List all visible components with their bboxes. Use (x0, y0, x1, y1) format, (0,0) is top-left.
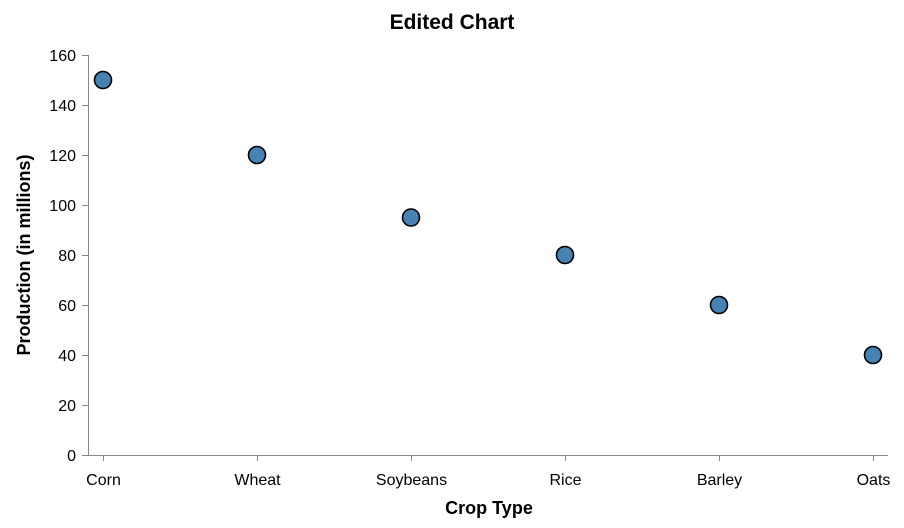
y-tick-label: 80 (58, 248, 76, 265)
y-tick-label: 0 (67, 448, 76, 465)
data-point (401, 208, 421, 227)
y-tick-label: 40 (58, 348, 76, 365)
y-tick-label: 100 (49, 198, 76, 215)
x-axis: Corn Wheat Soybeans Rice Barley Oats (86, 455, 890, 489)
y-axis-title: Production (in millions) (14, 155, 34, 356)
x-tick-label: Oats (857, 472, 891, 489)
y-tick-label: 160 (49, 48, 76, 65)
y-axis: 0 20 40 60 80 100 120 140 160 (49, 48, 89, 465)
data-point (93, 70, 113, 90)
x-tick-label: Soybeans (376, 472, 447, 489)
x-tick-label: Rice (549, 472, 581, 489)
x-axis-title: Crop Type (445, 498, 533, 518)
y-tick-label: 20 (58, 398, 76, 415)
y-tick-label: 60 (58, 298, 76, 315)
data-point (709, 295, 729, 315)
chart-title: Edited Chart (390, 11, 515, 34)
y-tick-label: 140 (49, 98, 76, 115)
data-points (93, 70, 883, 365)
x-tick-label: Corn (86, 472, 121, 489)
x-tick-label: Wheat (234, 472, 281, 489)
data-point (555, 245, 575, 265)
y-tick-label: 120 (49, 148, 76, 165)
data-point (863, 345, 883, 365)
x-tick-label: Barley (697, 472, 742, 489)
data-point (247, 145, 267, 165)
